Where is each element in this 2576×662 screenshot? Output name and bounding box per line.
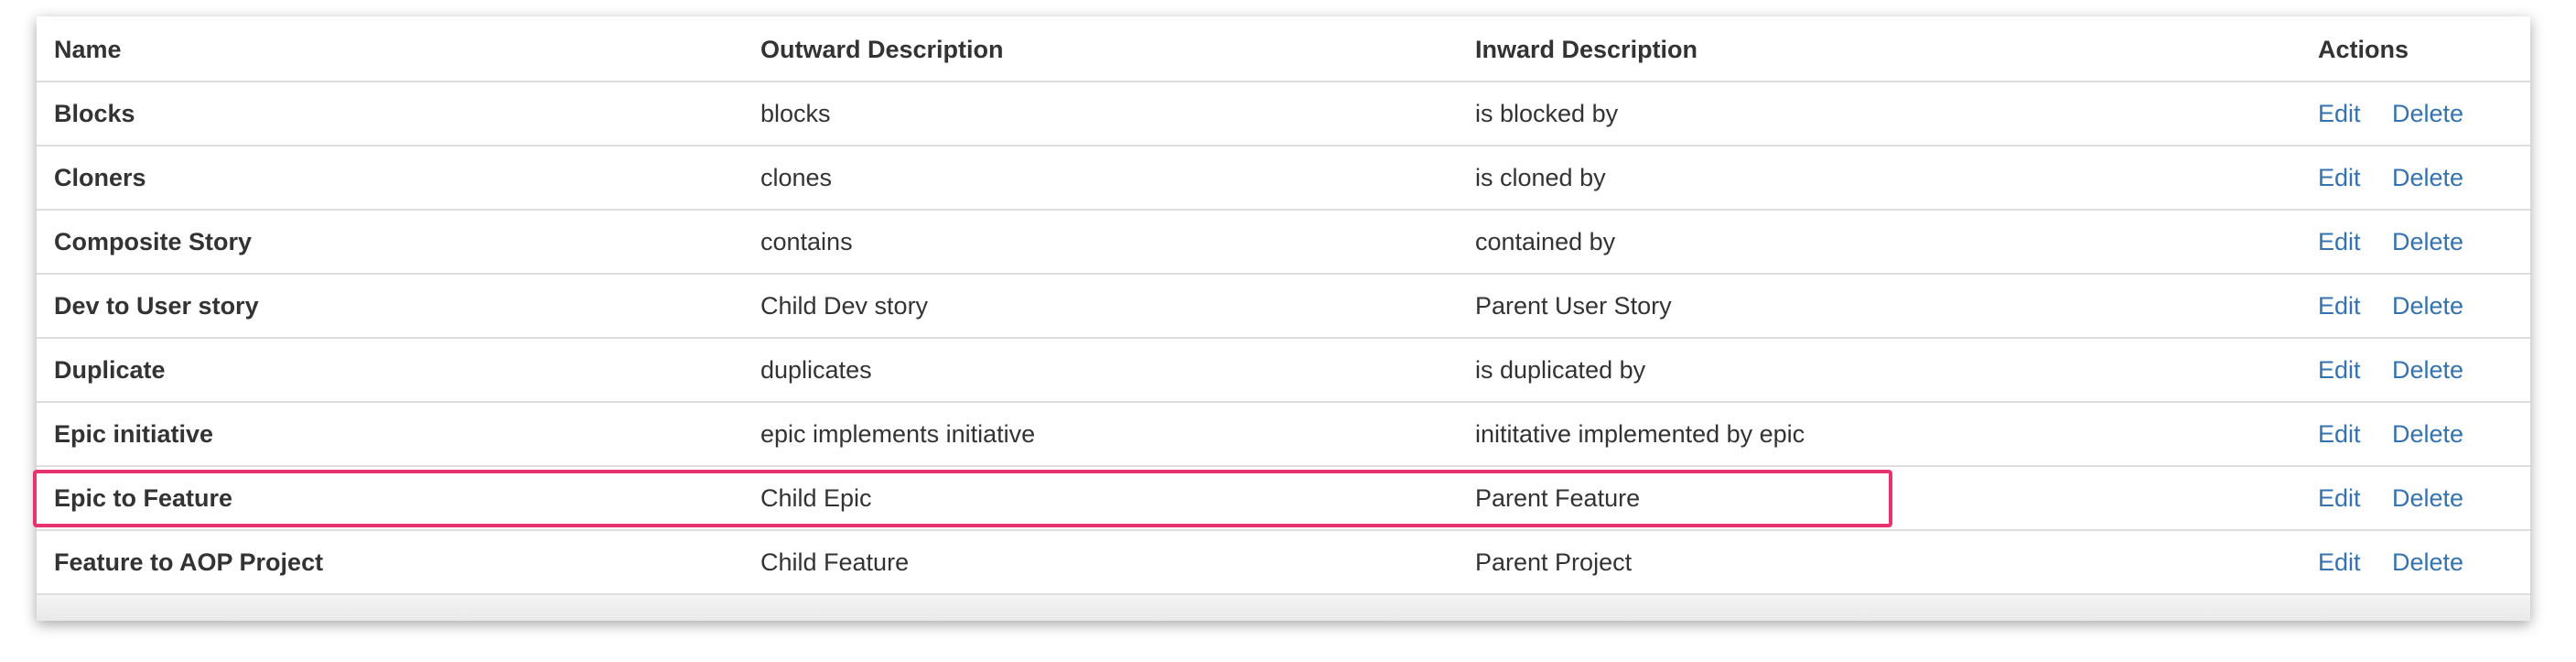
edit-link[interactable]: Edit	[2318, 100, 2361, 127]
delete-link[interactable]: Delete	[2392, 420, 2464, 448]
table-header: Name Outward Description Inward Descript…	[37, 16, 2530, 82]
edit-link[interactable]: Edit	[2318, 548, 2361, 576]
edit-link[interactable]: Edit	[2318, 356, 2361, 384]
name-cell: Composite Story	[54, 228, 253, 255]
table-row: Feature to AOP Project Child Feature Paren…	[37, 531, 2530, 595]
table-row: Cloners clones is cloned by Edit Delete	[37, 147, 2530, 211]
name-cell: Epic initiative	[54, 420, 214, 448]
inward-cell: is cloned by	[1475, 164, 1606, 191]
edit-cell: Edit	[2318, 531, 2361, 593]
inward-cell: Parent Project	[1475, 548, 1633, 576]
delete-cell: Delete	[2392, 339, 2463, 401]
inward-cell: is blocked by	[1475, 100, 1619, 127]
edit-cell: Edit	[2318, 82, 2361, 145]
delete-cell: Delete	[2392, 147, 2463, 209]
delete-cell: Delete	[2392, 403, 2463, 465]
outward-cell: Child Feature	[760, 548, 910, 576]
inward-cell: is duplicated by	[1475, 356, 1646, 384]
cut-off-row	[37, 595, 2530, 621]
edit-link[interactable]: Edit	[2318, 292, 2361, 320]
edit-cell: Edit	[2318, 339, 2361, 401]
delete-cell: Delete	[2392, 467, 2463, 529]
name-cell: Blocks	[54, 100, 135, 127]
delete-cell: Delete	[2392, 82, 2463, 145]
outward-cell: Child Dev story	[760, 292, 929, 320]
table-row: Duplicate duplicates is duplicated by Edit D…	[37, 339, 2530, 403]
table-row: Epic to Feature Child Epic Parent Feature E…	[37, 467, 2530, 531]
delete-link[interactable]: Delete	[2392, 356, 2464, 384]
link-types-table: Name Outward Description Inward Descript…	[37, 16, 2530, 621]
table-row: Dev to User story Child Dev story Parent U…	[37, 275, 2530, 339]
name-cell: Feature to AOP Project	[54, 548, 324, 576]
edit-link[interactable]: Edit	[2318, 420, 2361, 448]
edit-cell: Edit	[2318, 403, 2361, 465]
delete-link[interactable]: Delete	[2392, 228, 2464, 255]
table-row: Epic initiative epic implements initiativ…	[37, 403, 2530, 467]
delete-link[interactable]: Delete	[2392, 484, 2464, 512]
outward-cell: epic implements initiative	[760, 420, 1036, 448]
delete-link[interactable]: Delete	[2392, 548, 2464, 576]
edit-link[interactable]: Edit	[2318, 484, 2361, 512]
outward-cell: clones	[760, 164, 833, 191]
inward-cell: contained by	[1475, 228, 1616, 255]
name-cell: Epic to Feature	[54, 484, 233, 512]
name-cell: Cloners	[54, 164, 146, 191]
edit-link[interactable]: Edit	[2318, 164, 2361, 191]
outward-cell: blocks	[760, 100, 831, 127]
outward-cell: contains	[760, 228, 853, 255]
delete-link[interactable]: Delete	[2392, 292, 2464, 320]
table-row: Blocks blocks is blocked by Edit Delete	[37, 82, 2530, 147]
outward-cell: Child Epic	[760, 484, 872, 512]
inward-cell: Parent Feature	[1475, 484, 1641, 512]
delete-link[interactable]: Delete	[2392, 100, 2464, 127]
edit-link[interactable]: Edit	[2318, 228, 2361, 255]
outward-cell: duplicates	[760, 356, 872, 384]
header-cell: Name	[54, 36, 122, 63]
inward-cell: inititative implemented by epic	[1475, 420, 1805, 448]
delete-cell: Delete	[2392, 275, 2463, 337]
highlight-box	[33, 470, 1892, 527]
edit-cell: Edit	[2318, 467, 2361, 529]
name-cell: Dev to User story	[54, 292, 259, 320]
delete-cell: Delete	[2392, 211, 2463, 273]
name-cell: Duplicate	[54, 356, 166, 384]
header-cell: Actions	[2318, 36, 2409, 63]
header-cell: Outward Description	[760, 36, 1004, 63]
delete-link[interactable]: Delete	[2392, 164, 2464, 191]
delete-cell: Delete	[2392, 531, 2463, 593]
inward-cell: Parent User Story	[1475, 292, 1672, 320]
edit-cell: Edit	[2318, 211, 2361, 273]
edit-cell: Edit	[2318, 147, 2361, 209]
header-cell: Inward Description	[1475, 36, 1698, 63]
table-row: Composite Story contains contained by Edit D…	[37, 211, 2530, 275]
edit-cell: Edit	[2318, 275, 2361, 337]
